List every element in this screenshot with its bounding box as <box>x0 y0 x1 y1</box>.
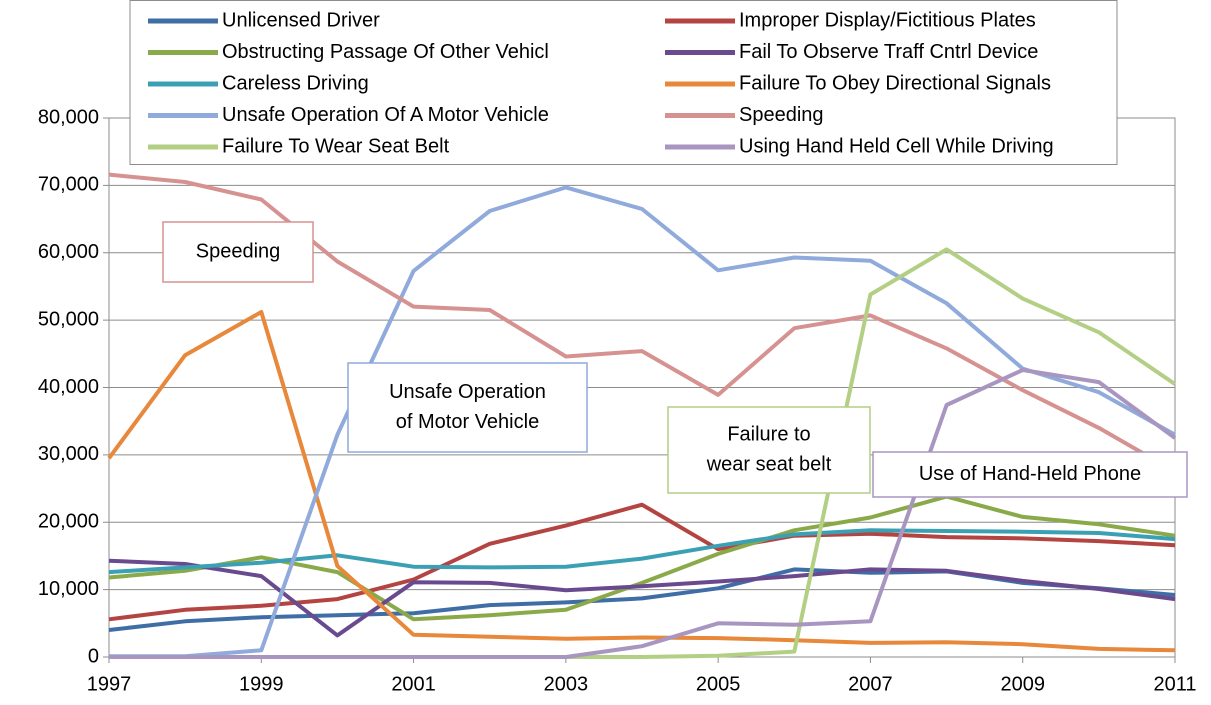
series-line <box>107 310 1176 653</box>
x-tick-label: 2003 <box>544 673 589 695</box>
series-line <box>109 185 1176 659</box>
x-tick-label: 2009 <box>1000 673 1045 695</box>
legend-label: Speeding <box>739 104 824 126</box>
legend-label: Fail To Observe Traff Cntrl Device <box>739 41 1038 63</box>
legend-label: Unlicensed Driver <box>222 9 380 31</box>
series-line <box>108 528 1176 575</box>
series-line <box>108 558 1176 638</box>
legend-label: Unsafe Operation Of A Motor Vehicle <box>222 104 549 126</box>
y-tick-label: 50,000 <box>38 308 99 330</box>
series-line <box>109 368 1177 659</box>
x-tick-label: 2007 <box>848 673 893 695</box>
x-tick-label: 2011 <box>1153 673 1196 695</box>
legend-label: Failure To Obey Directional Signals <box>739 72 1051 94</box>
x-tick-label: 2001 <box>391 673 436 695</box>
annotation-text: Use of Hand-Held Phone <box>919 463 1141 485</box>
x-tick-label: 2005 <box>696 673 741 695</box>
annotation-box <box>162 221 314 283</box>
annotation-box <box>667 406 871 494</box>
x-tick-label: 1999 <box>239 673 284 695</box>
annotation-box <box>872 451 1188 498</box>
legend-label: Obstructing Passage Of Other Vehicl <box>222 41 549 63</box>
series-line <box>108 502 1176 622</box>
annotation-text: Speeding <box>196 240 281 262</box>
y-tick-label: 60,000 <box>38 241 99 263</box>
annotation-text: wear seat belt <box>706 453 832 475</box>
series-line <box>565 247 1177 659</box>
legend-label: Improper Display/Fictitious Plates <box>739 9 1036 31</box>
legend-label: Careless Driving <box>222 72 369 94</box>
y-tick-label: 0 <box>88 645 99 667</box>
y-tick-label: 30,000 <box>38 443 99 465</box>
annotation-text: Failure to <box>727 423 810 445</box>
x-tick-label: 1997 <box>87 673 132 695</box>
y-tick-label: 80,000 <box>38 106 99 128</box>
y-tick-label: 10,000 <box>38 578 99 600</box>
annotation-text: of Motor Vehicle <box>396 411 539 433</box>
annotation-box <box>347 362 588 453</box>
y-tick-label: 70,000 <box>38 174 99 196</box>
annotation-text: Unsafe Operation <box>389 381 546 403</box>
legend-box <box>129 0 1118 165</box>
y-tick-label: 20,000 <box>38 511 99 533</box>
legend-label: Failure To Wear Seat Belt <box>222 135 450 157</box>
legend-label: Using Hand Held Cell While Driving <box>739 135 1054 157</box>
series-line <box>108 172 1176 474</box>
y-tick-label: 40,000 <box>38 376 99 398</box>
